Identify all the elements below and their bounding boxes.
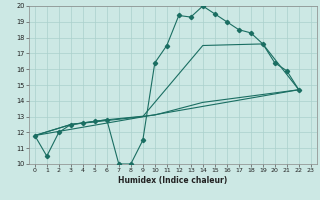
X-axis label: Humidex (Indice chaleur): Humidex (Indice chaleur) [118, 176, 228, 185]
